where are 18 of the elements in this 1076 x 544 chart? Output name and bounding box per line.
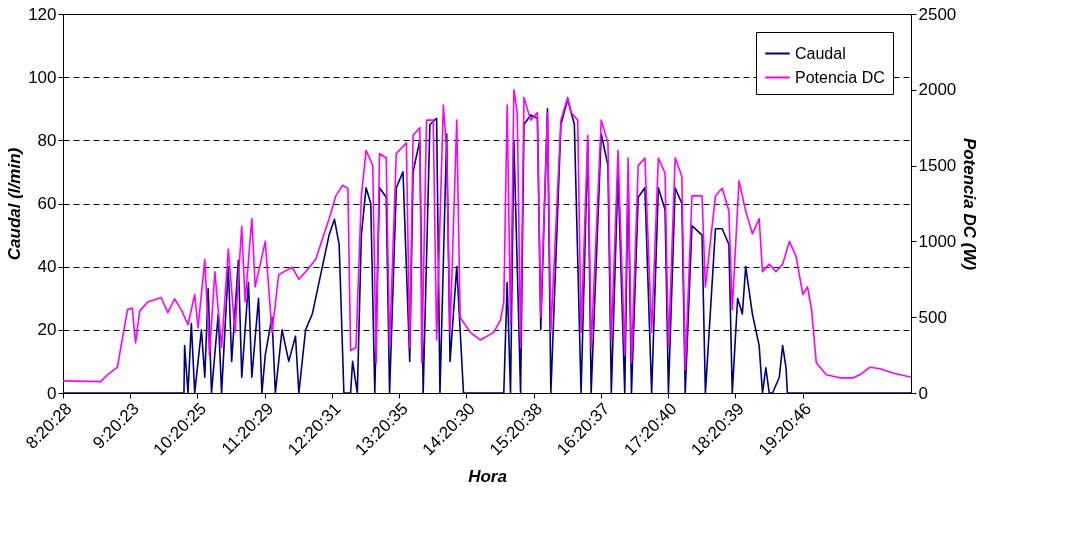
y2-tick-label: 2500: [918, 4, 957, 24]
legend-label: Caudal: [795, 44, 846, 62]
y-tick-label: 0: [47, 383, 57, 403]
y2-tick-label: 0: [918, 383, 928, 403]
y2-tick-label: 500: [918, 307, 947, 327]
y-tick-label: 60: [37, 194, 57, 213]
y2-tick-label: 1500: [918, 156, 957, 176]
y-tick-label: 120: [28, 4, 57, 24]
y-tick-label: 40: [37, 257, 57, 277]
y-tick-label: 20: [37, 320, 57, 340]
y-tick-label: 80: [37, 130, 57, 150]
y-axis-title: Caudal (l/min): [5, 147, 25, 261]
y2-tick-label: 2000: [918, 80, 957, 100]
y-tick-label: 100: [28, 67, 57, 87]
y2-axis-title: Potencia DC (W): [960, 137, 980, 271]
y2-tick-label: 1000: [918, 231, 957, 251]
x-axis-title: Hora: [468, 466, 507, 486]
legend-label: Potencia DC: [795, 68, 885, 86]
